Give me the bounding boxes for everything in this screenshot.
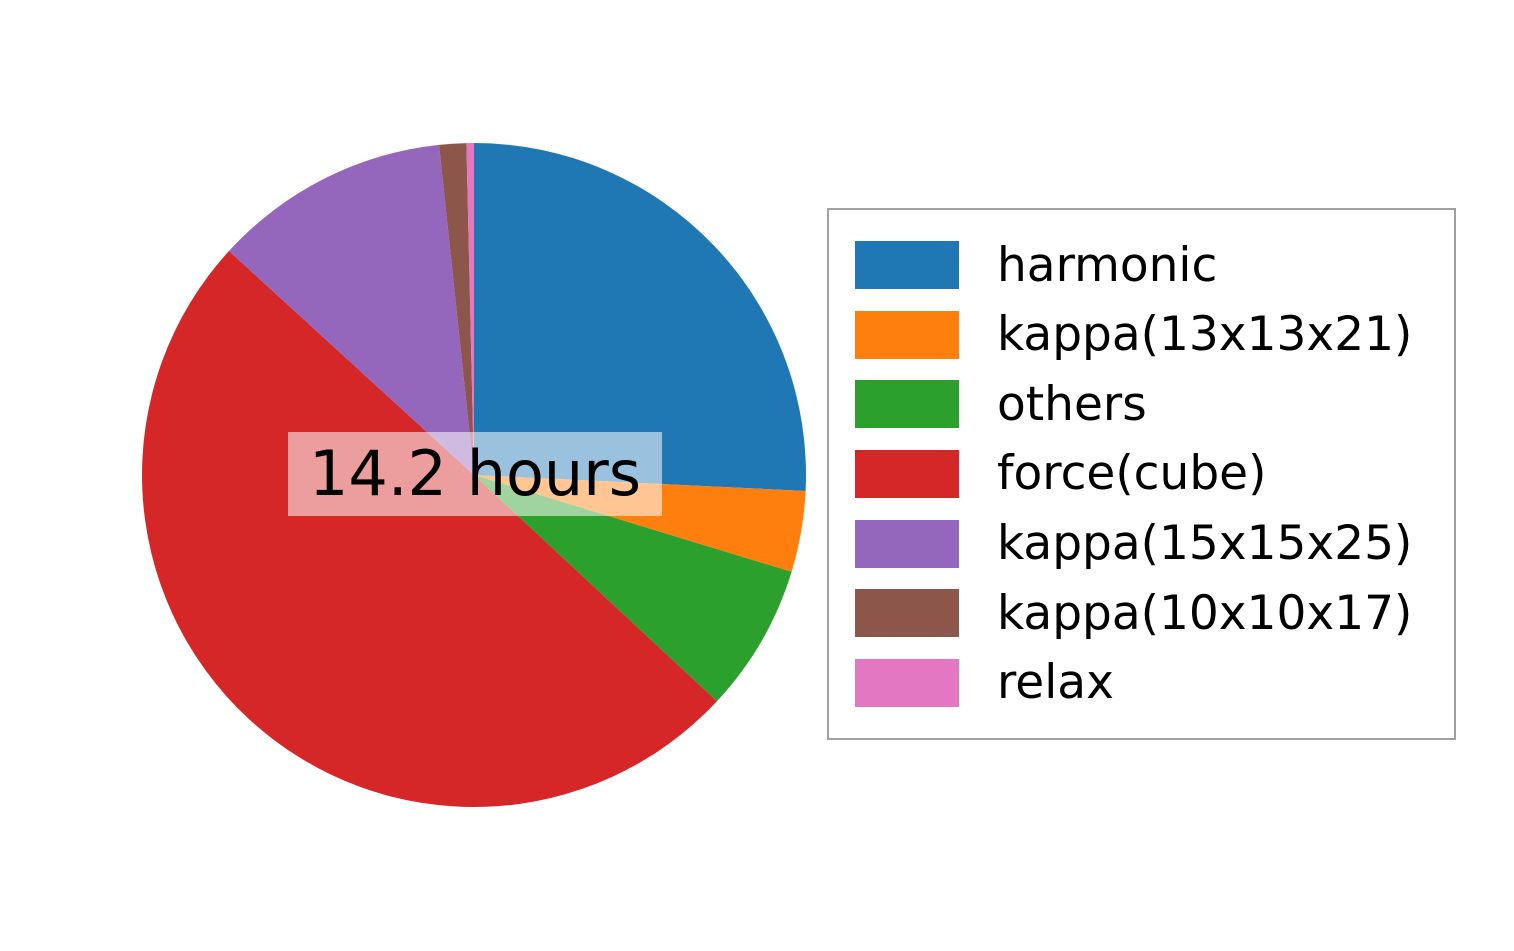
legend-entry: force(cube) <box>829 445 1454 503</box>
legend-entry: kappa(10x10x17) <box>829 584 1454 642</box>
legend-label: kappa(15x15x25) <box>997 516 1413 572</box>
legend-box: harmonic kappa(13x13x21) others force(cube)… <box>827 208 1456 740</box>
legend-swatch <box>855 589 959 638</box>
legend-swatch <box>855 658 959 707</box>
legend-entry: kappa(13x13x21) <box>829 306 1454 364</box>
legend-entry: others <box>829 375 1454 433</box>
center-label: 14.2 hours <box>308 437 642 510</box>
legend-label: harmonic <box>997 237 1218 293</box>
legend-swatch <box>855 380 959 429</box>
legend-entry: relax <box>829 654 1454 712</box>
legend-label: kappa(10x10x17) <box>997 585 1413 641</box>
legend-entry: harmonic <box>829 236 1454 294</box>
pie-slice-forcecube <box>142 250 717 807</box>
legend-label: kappa(13x13x21) <box>997 307 1413 363</box>
pie-slice-kappa15x15x25 <box>228 144 474 476</box>
legend-swatch <box>855 241 959 289</box>
pie-slice-harmonic <box>474 143 806 491</box>
legend-swatch <box>855 449 959 498</box>
legend-label: force(cube) <box>997 446 1267 502</box>
pie-slice-kappa10x10x17 <box>439 143 474 475</box>
pie-slice-others <box>474 475 792 702</box>
legend-swatch <box>855 310 959 359</box>
legend-label: relax <box>997 655 1114 711</box>
pie-slice-relax <box>466 143 474 475</box>
legend-swatch <box>855 519 959 568</box>
legend-entry: kappa(15x15x25) <box>829 515 1454 573</box>
pie-slice-group <box>142 143 806 807</box>
legend-label: others <box>997 376 1147 432</box>
